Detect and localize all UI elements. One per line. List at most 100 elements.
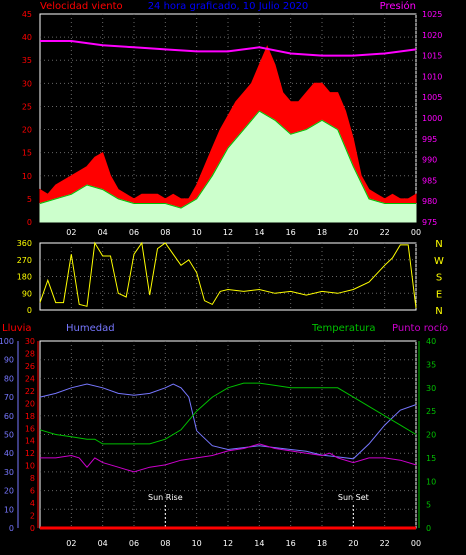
rain-tick-label: 24 (25, 374, 35, 383)
climate-x-tick-label: 02 (66, 539, 76, 548)
direction-y-tick-label: 0 (27, 306, 32, 315)
pressure-y-tick-label: 985 (422, 176, 437, 185)
pressure-y-tick-label: 1020 (422, 31, 442, 40)
rain-tick-label: 30 (25, 337, 35, 346)
wind-x-tick-label: 06 (129, 228, 139, 237)
humidity-tick-label: 70 (4, 393, 14, 402)
wind-y-tick-label: 40 (22, 33, 32, 42)
temperature-series (39, 382, 417, 445)
wind-x-tick-label: 14 (254, 228, 264, 237)
temperature-tick-label: 5 (426, 501, 431, 510)
direction-y-tick-label: 90 (22, 289, 32, 298)
humidity-tick-label: 40 (4, 449, 14, 458)
humidity-tick-label: 80 (4, 374, 14, 383)
climate-x-tick-label: 12 (223, 539, 233, 548)
direction-y-tick-label: 270 (17, 256, 32, 265)
wind-y-tick-label: 5 (27, 195, 32, 204)
pressure-y-tick-label: 975 (422, 218, 437, 227)
pressure-y-tick-label: 1015 (422, 52, 442, 61)
wind-x-tick-label: 16 (286, 228, 296, 237)
rain-label: Lluvia (2, 323, 32, 334)
wind-x-tick-label: 20 (348, 228, 358, 237)
humidity-tick-label: 100 (0, 337, 14, 346)
humidity-tick-label: 20 (4, 487, 14, 496)
wind-y-tick-label: 20 (22, 126, 32, 135)
wind-y-tick-label: 35 (22, 56, 32, 65)
direction-y-tick-label: 360 (17, 239, 32, 248)
wind-x-tick-label: 04 (98, 228, 108, 237)
rain-tick-label: 10 (25, 462, 35, 471)
humidity-tick-label: 10 (4, 505, 14, 514)
wind-x-tick-label: 10 (192, 228, 202, 237)
rain-tick-label: 8 (30, 474, 35, 483)
wind-speed-outline (39, 110, 416, 209)
compass-label: W (434, 256, 444, 267)
rain-tick-label: 16 (25, 424, 35, 433)
humidity-tick-label: 60 (4, 412, 14, 421)
wind-y-tick-label: 45 (22, 10, 32, 19)
wind-x-tick-label: 08 (160, 228, 170, 237)
wind-x-tick-label: 12 (223, 228, 233, 237)
pressure-y-tick-label: 995 (422, 135, 437, 144)
pressure-axis-label: Presión (380, 0, 416, 12)
rain-tick-label: 14 (25, 437, 35, 446)
humidity-tick-label: 30 (4, 468, 14, 477)
rain-tick-label: 0 (30, 524, 35, 533)
wind-y-tick-label: 15 (22, 149, 32, 158)
dew-point-label: Punto rocío (392, 322, 448, 334)
wind-x-tick-label: 00 (411, 228, 421, 237)
rain-tick-label: 2 (30, 512, 35, 521)
temperature-tick-label: 40 (426, 337, 436, 346)
compass-label: E (436, 289, 442, 300)
climate-x-tick-label: 20 (348, 539, 358, 548)
wind-chart-title: 24 hora graficado, 10 Julio 2020 (148, 1, 309, 12)
rain-tick-label: 6 (30, 487, 35, 496)
pressure-y-tick-label: 1025 (422, 10, 442, 19)
pressure-y-tick-label: 990 (422, 156, 437, 165)
climate-x-tick-label: 04 (98, 539, 108, 548)
temperature-tick-label: 20 (426, 431, 436, 440)
compass-label: N (435, 306, 442, 317)
temperature-tick-label: 30 (426, 384, 436, 393)
pressure-y-tick-label: 1010 (422, 72, 442, 81)
humidity-tick-label: 50 (4, 431, 14, 440)
pressure-series (40, 40, 417, 57)
sunrise-label: Sun Rise (148, 493, 183, 502)
rain-tick-label: 12 (25, 449, 35, 458)
climate-x-tick-label: 08 (160, 539, 170, 548)
wind-y-tick-label: 10 (22, 172, 32, 181)
dew-series (40, 443, 417, 473)
sunset-label: Sun Set (338, 493, 369, 502)
temperature-tick-label: 25 (426, 407, 436, 416)
rain-tick-label: 22 (25, 387, 35, 396)
climate-x-tick-label: 00 (411, 539, 421, 548)
humidity-tick-label: 90 (4, 356, 14, 365)
pressure-y-tick-label: 980 (422, 197, 437, 206)
rain-tick-label: 28 (25, 349, 35, 358)
climate-x-tick-label: 10 (192, 539, 202, 548)
climate-x-tick-label: 18 (317, 539, 327, 548)
pressure-y-tick-label: 1000 (422, 114, 442, 123)
rain-tick-label: 18 (25, 412, 35, 421)
direction-y-tick-label: 180 (17, 273, 32, 282)
temperature-tick-label: 10 (426, 477, 436, 486)
rain-tick-label: 4 (30, 499, 35, 508)
temperature-tick-label: 0 (426, 524, 431, 533)
direction-series (39, 241, 417, 309)
wind-x-tick-label: 22 (380, 228, 390, 237)
humidity-series (39, 383, 417, 460)
temperature-label: Temperatura (311, 323, 376, 334)
temperature-tick-label: 35 (426, 360, 436, 369)
wind-y-tick-label: 25 (22, 102, 32, 111)
rain-tick-label: 26 (25, 362, 35, 371)
compass-label: N (435, 239, 442, 250)
pressure-y-tick-label: 1005 (422, 93, 442, 102)
climate-x-tick-label: 06 (129, 539, 139, 548)
wind-axis-label: Velocidad viento (40, 1, 123, 12)
humidity-label: Humedad (66, 323, 115, 334)
humidity-tick-label: 0 (9, 524, 14, 533)
wind-y-tick-label: 30 (22, 79, 32, 88)
rain-tick-label: 20 (25, 399, 35, 408)
